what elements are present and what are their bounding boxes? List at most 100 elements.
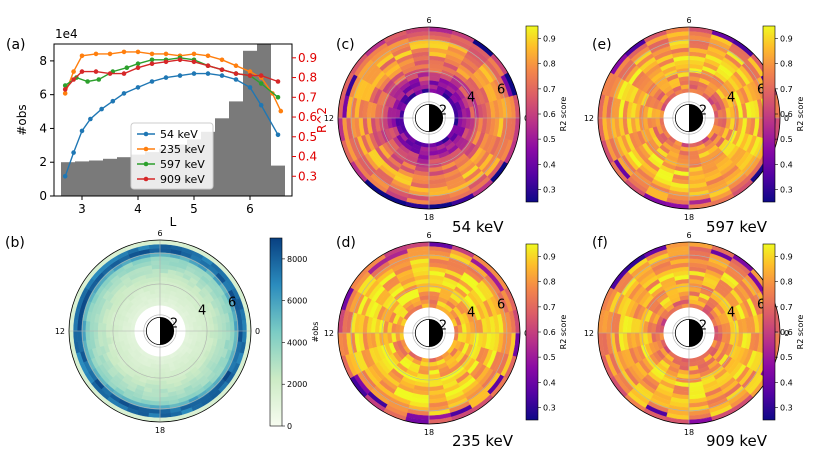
heatmap-cell <box>225 321 231 332</box>
colorbar-tick-label: 0.8 <box>780 278 793 287</box>
data-point <box>149 61 155 66</box>
heatmap-cell <box>205 324 211 332</box>
data-point <box>62 91 68 96</box>
heatmap-cell <box>229 330 235 341</box>
colorbar-tick-label: 0.6 <box>543 328 556 337</box>
histogram-bar <box>243 50 257 196</box>
data-point <box>149 57 155 63</box>
polar-panels: 6 12 18 0 2 4 6 0 2000 4000 6000 8000 #obs (b) 6 12 18 0 2… <box>5 16 805 450</box>
mlt-label: 6 <box>426 16 431 25</box>
data-point <box>79 53 85 59</box>
colorbar-tick-label: 0.6 <box>780 110 793 119</box>
heatmap-cell <box>159 368 166 374</box>
heatmap-cell <box>193 325 198 332</box>
mlt-label: 18 <box>424 213 434 222</box>
heatmap-cell <box>159 280 167 286</box>
colorbar-tick-label: 0.5 <box>543 135 556 144</box>
data-point <box>219 57 225 63</box>
heatmap-cell <box>105 330 111 339</box>
radial-label: 6 <box>757 297 765 312</box>
outer-frame <box>597 241 781 425</box>
mlt-label: 6 <box>426 231 431 240</box>
heatmap-cell <box>97 322 103 332</box>
heatmap-cell <box>159 247 172 254</box>
panel-label-f: (f) <box>592 235 608 251</box>
plot-frame <box>53 43 293 197</box>
heatmap-cell <box>159 364 166 369</box>
heatmap-cell <box>197 325 203 332</box>
heatmap-cell <box>117 330 123 337</box>
heatmap-cell <box>97 330 103 340</box>
data-point <box>191 59 197 65</box>
histogram-bar <box>229 101 243 196</box>
legend-label: 235 keV <box>160 143 205 156</box>
heatmap-cell <box>154 368 161 374</box>
colorbar <box>762 25 776 203</box>
heatmap-cell <box>101 330 107 339</box>
mlt-label: 0 <box>255 327 260 336</box>
colorbar-label: #obs <box>311 322 320 343</box>
heatmap-cell <box>159 388 169 394</box>
heatmap-cells <box>597 26 781 210</box>
heatmap-cell <box>151 264 161 270</box>
mlt-label: 12 <box>324 114 334 123</box>
heatmap-cell <box>159 272 168 278</box>
heatmap-cell <box>209 330 215 339</box>
earth-night-side <box>689 104 703 132</box>
heatmap-cell <box>150 260 161 266</box>
data-point <box>275 95 281 100</box>
mlt-label: 12 <box>324 329 334 338</box>
colorbar-tick-label: 0 <box>287 422 292 431</box>
mlt-label: 6 <box>157 229 162 238</box>
heatmap-cell <box>150 256 161 262</box>
colorbar-label: R2 score <box>796 315 805 350</box>
heatmap-cell <box>85 330 91 341</box>
mlt-label: 12 <box>584 329 594 338</box>
data-point <box>62 83 68 88</box>
colorbar-tick-label: 0.4 <box>543 160 556 169</box>
heatmap-cell <box>152 384 161 390</box>
heatmap-cell <box>151 268 161 274</box>
legend-frame <box>130 122 214 190</box>
colorbar-tick-label: 0.6 <box>780 328 793 337</box>
heatmap-cell <box>109 330 115 338</box>
data-point <box>135 65 141 70</box>
heatmap-cell <box>209 323 215 332</box>
heatmap-cell <box>221 330 227 340</box>
panel-f: 6 12 18 0 2 4 6 0.3 0.4 0.5 0.6 0.7 0.8 0.9 R2 score (f… <box>584 231 805 450</box>
data-point <box>247 73 253 78</box>
data-point <box>71 150 76 155</box>
y-left-tick-label: 6 <box>39 88 47 102</box>
histogram-bar <box>89 160 103 196</box>
colorbar-tick-label: 0.7 <box>780 303 793 312</box>
radial-label: 2 <box>699 319 707 334</box>
data-point <box>275 132 281 138</box>
heatmap-cell <box>130 326 135 332</box>
data-point <box>233 71 239 76</box>
data-point <box>121 49 127 55</box>
y-left-axis-label: #obs <box>15 104 29 135</box>
colorbar-tick-label: 0.3 <box>543 403 556 412</box>
colorbar-label: R2 score <box>559 97 568 132</box>
mlt-label: 18 <box>155 426 165 435</box>
panel-label-e: (e) <box>592 37 612 53</box>
earth-night-side <box>429 104 443 132</box>
histogram-bar <box>61 162 75 196</box>
mlt-label: 12 <box>55 327 65 336</box>
data-point <box>71 69 76 74</box>
y-left-tick-label: 2 <box>39 155 47 169</box>
data-point <box>247 85 253 90</box>
data-point <box>177 73 183 78</box>
heatmap-cell <box>148 247 161 254</box>
heatmap-cell <box>159 372 167 378</box>
colorbar <box>525 243 539 421</box>
heatmap-cell <box>150 400 161 406</box>
data-point <box>205 53 211 59</box>
data-point <box>107 71 113 76</box>
heatmap-cell <box>159 268 169 274</box>
colorbar-label: R2 score <box>796 97 805 132</box>
heatmap-cell <box>152 276 161 282</box>
